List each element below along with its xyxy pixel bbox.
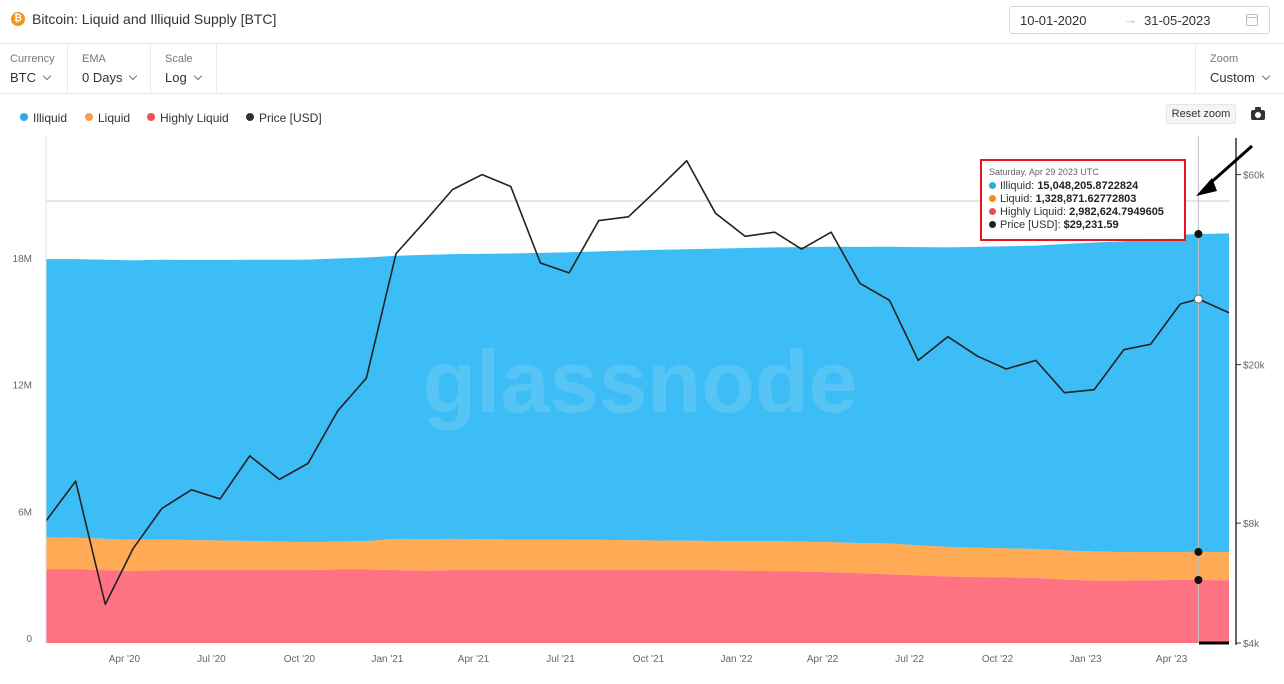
x-tick-label: Jan '21 [371, 654, 403, 665]
tooltip-dot [989, 208, 996, 215]
camera-icon[interactable] [1251, 107, 1265, 120]
tooltip-dot [989, 195, 996, 202]
legend-dot [85, 113, 93, 121]
tooltip-row-price: Price [USD]: $29,231.59 [989, 219, 1184, 232]
hover-marker-liquid [1194, 547, 1203, 556]
legend-dot [246, 113, 254, 121]
x-tick-label: Apr '23 [1156, 654, 1188, 665]
tooltip-dot [989, 221, 996, 228]
y-left-tick-label: 18M [13, 254, 32, 265]
reset-zoom-button[interactable]: Reset zoom [1166, 104, 1236, 124]
date-end-input[interactable]: 31-05-2023 [1144, 13, 1211, 28]
x-tick-label: Oct '21 [633, 654, 665, 665]
date-range-picker[interactable]: 10-01-2020 → 31-05-2023 [1009, 6, 1270, 34]
x-tick-label: Jul '22 [895, 654, 924, 665]
chart-controls: Currency BTC EMA 0 Days Scale Log Zoom C… [0, 44, 1284, 94]
chart-title: Bitcoin: Liquid and Illiquid Supply [BTC… [32, 11, 277, 27]
x-tick-label: Apr '20 [109, 654, 141, 665]
x-tick-label: Jul '20 [197, 654, 226, 665]
legend-dot [20, 113, 28, 121]
zoom-select[interactable]: Zoom Custom [1195, 44, 1284, 94]
date-range-arrow-icon: → [1124, 12, 1137, 27]
annotation-arrow-head-icon [1196, 178, 1217, 196]
x-tick-label: Jul '21 [546, 654, 575, 665]
highly-liquid-area[interactable] [46, 569, 1229, 643]
legend-dot [147, 113, 155, 121]
liquid-area[interactable] [46, 537, 1229, 581]
bitcoin-icon: ₿ [11, 12, 25, 26]
hover-marker-illiquid [1194, 230, 1203, 239]
tooltip-row-highly-liquid: Highly Liquid: 2,982,624.7949605 [989, 206, 1184, 219]
y-right-tick-label: $4k [1243, 639, 1260, 650]
currency-value[interactable]: BTC [10, 70, 52, 85]
title-bar: ₿ Bitcoin: Liquid and Illiquid Supply [B… [0, 0, 1284, 44]
annotation-arrow-line [1206, 144, 1253, 188]
calendar-icon[interactable] [1246, 14, 1258, 26]
hover-marker-price [1193, 294, 1203, 304]
x-tick-label: Oct '22 [982, 654, 1014, 665]
zoom-value[interactable]: Custom [1210, 70, 1271, 85]
tooltip-row-liquid: Liquid: 1,328,871.62772803 [989, 193, 1184, 206]
ema-select[interactable]: EMA 0 Days [68, 44, 151, 94]
scale-select[interactable]: Scale Log [151, 44, 217, 94]
date-start-input[interactable]: 10-01-2020 [1020, 13, 1087, 28]
x-tick-label: Apr '22 [807, 654, 839, 665]
hover-marker-highly-liquid [1194, 575, 1203, 584]
x-tick-label: Jan '23 [1070, 654, 1102, 665]
x-tick-label: Jan '22 [721, 654, 753, 665]
x-tick-label: Oct '20 [284, 654, 316, 665]
legend-item-illiquid[interactable]: Illiquid [20, 111, 67, 125]
watermark: glassnode [422, 332, 857, 431]
currency-label: Currency [10, 53, 55, 65]
zoom-label: Zoom [1210, 53, 1239, 65]
ema-value[interactable]: 0 Days [82, 70, 138, 85]
currency-select[interactable]: Currency BTC [0, 44, 68, 94]
y-right-tick-label: $60k [1243, 171, 1266, 182]
price-line[interactable] [45, 159, 1230, 606]
x-tick-label: Apr '21 [458, 654, 490, 665]
legend-item-highly-liquid[interactable]: Highly Liquid [147, 111, 229, 125]
y-right-tick-label: $20k [1243, 361, 1266, 372]
legend-item-price[interactable]: Price [USD] [246, 111, 322, 125]
tooltip-row-illiquid: Illiquid: 15,048,205.8722824 [989, 180, 1184, 193]
tooltip-date: Saturday, Apr 29 2023 UTC [989, 167, 1099, 177]
scale-label: Scale [165, 53, 193, 65]
tooltip-dot [989, 182, 996, 189]
ema-label: EMA [82, 53, 106, 65]
y-left-tick-label: 0 [26, 634, 32, 645]
legend-item-liquid[interactable]: Liquid [85, 111, 130, 125]
y-right-tick-label: $8k [1243, 519, 1260, 530]
y-left-tick-label: 12M [13, 381, 32, 392]
scale-value[interactable]: Log [165, 70, 202, 85]
y-left-tick-label: 6M [18, 507, 32, 518]
illiquid-area[interactable] [46, 233, 1229, 553]
chart-tooltip: Saturday, Apr 29 2023 UTC Illiquid: 15,0… [980, 159, 1186, 241]
